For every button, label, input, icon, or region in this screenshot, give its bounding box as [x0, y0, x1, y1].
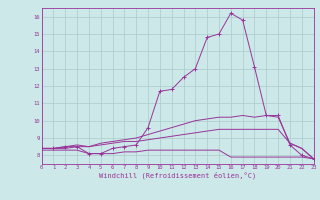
X-axis label: Windchill (Refroidissement éolien,°C): Windchill (Refroidissement éolien,°C) [99, 172, 256, 179]
